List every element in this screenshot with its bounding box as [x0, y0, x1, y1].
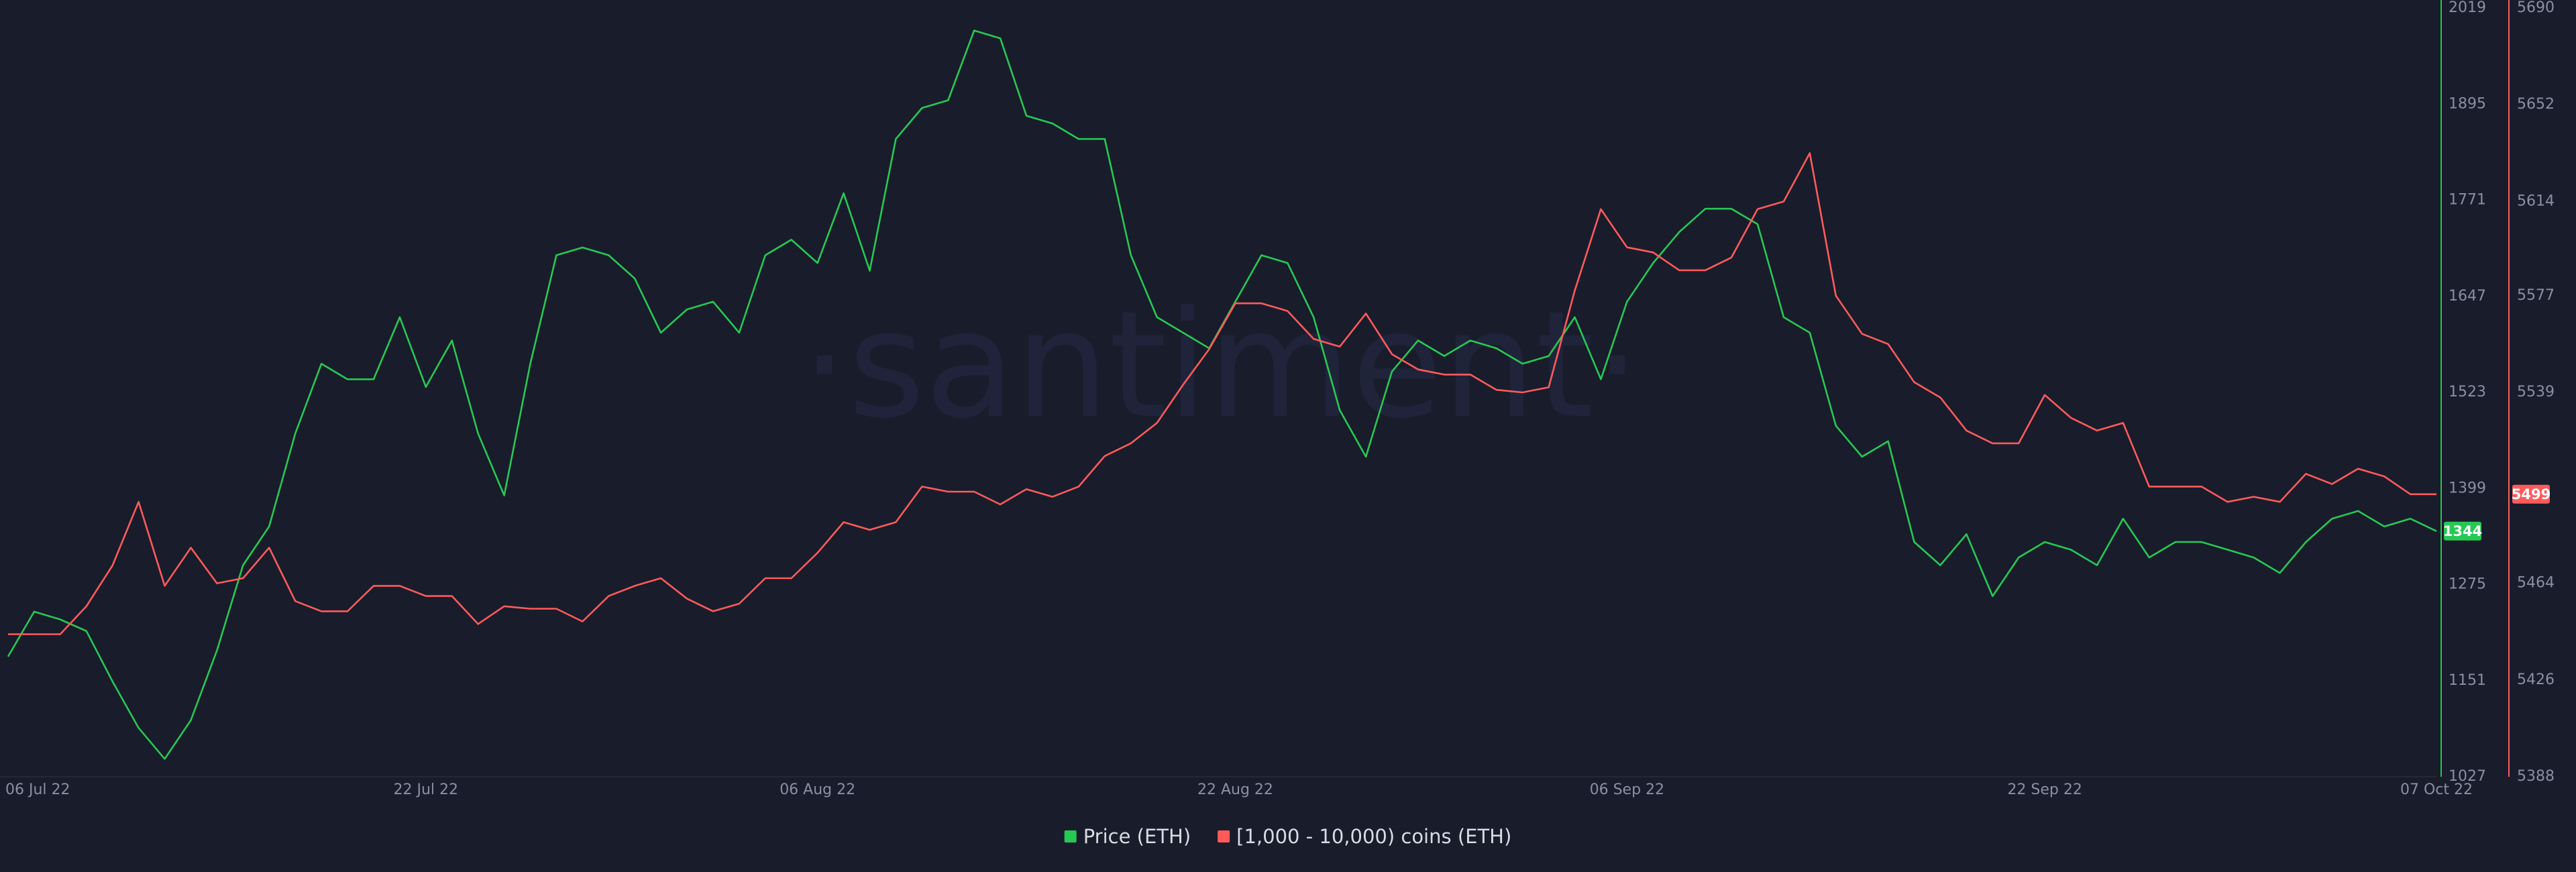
badge-box: [2444, 521, 2481, 541]
badge-label: 1344: [2443, 523, 2482, 539]
y-tick-label: 1027: [2449, 768, 2486, 785]
y2-tick-label: 5577: [2517, 287, 2555, 304]
y2-tick-label: 5614: [2517, 193, 2555, 209]
y-tick-label: 1895: [2449, 95, 2486, 112]
legend: Price (ETH) [1,000 - 10,000) coins (ETH): [1064, 825, 1511, 848]
y2-tick-label: 5426: [2517, 671, 2555, 688]
badge-box: [2512, 484, 2550, 504]
y2-tick-label: 5464: [2517, 575, 2555, 592]
y-tick-label: 2019: [2449, 0, 2486, 16]
y-tick-label: 1275: [2449, 576, 2486, 593]
legend-swatch: [1064, 830, 1077, 842]
x-tick-label: 06 Sep 22: [1590, 781, 1664, 798]
last-value-badge: 5499: [2512, 484, 2551, 504]
y-tick-label: 1523: [2449, 384, 2486, 400]
y-tick-label: 1771: [2449, 192, 2486, 209]
y2-tick-label: 5388: [2517, 768, 2555, 785]
y2-tick-label: 5690: [2517, 0, 2555, 16]
x-tick-label: 06 Aug 22: [780, 781, 855, 798]
y-tick-label: 1151: [2449, 672, 2486, 689]
y2-tick-label: 5652: [2517, 96, 2555, 113]
legend-label: Price (ETH): [1083, 825, 1191, 848]
legend-item: Price (ETH): [1064, 825, 1191, 848]
x-tick-label: 06 Jul 22: [5, 781, 70, 798]
x-tick-label: 22 Aug 22: [1197, 781, 1273, 798]
y2-tick-label: 5539: [2517, 384, 2555, 400]
x-tick-label: 07 Oct 22: [2400, 781, 2473, 798]
series-line: [8, 152, 2436, 635]
watermark: ·santiment·: [801, 279, 1640, 451]
x-tick-label: 22 Sep 22: [2007, 781, 2082, 798]
x-tick-label: 22 Jul 22: [394, 781, 459, 798]
last-value-badge: 1344: [2443, 521, 2482, 541]
y-tick-label: 1647: [2449, 288, 2486, 305]
y-tick-label: 1399: [2449, 480, 2486, 496]
legend-item: [1,000 - 10,000) coins (ETH): [1218, 825, 1511, 848]
legend-swatch: [1218, 830, 1230, 842]
badge-label: 5499: [2512, 486, 2551, 502]
legend-label: [1,000 - 10,000) coins (ETH): [1236, 825, 1511, 848]
